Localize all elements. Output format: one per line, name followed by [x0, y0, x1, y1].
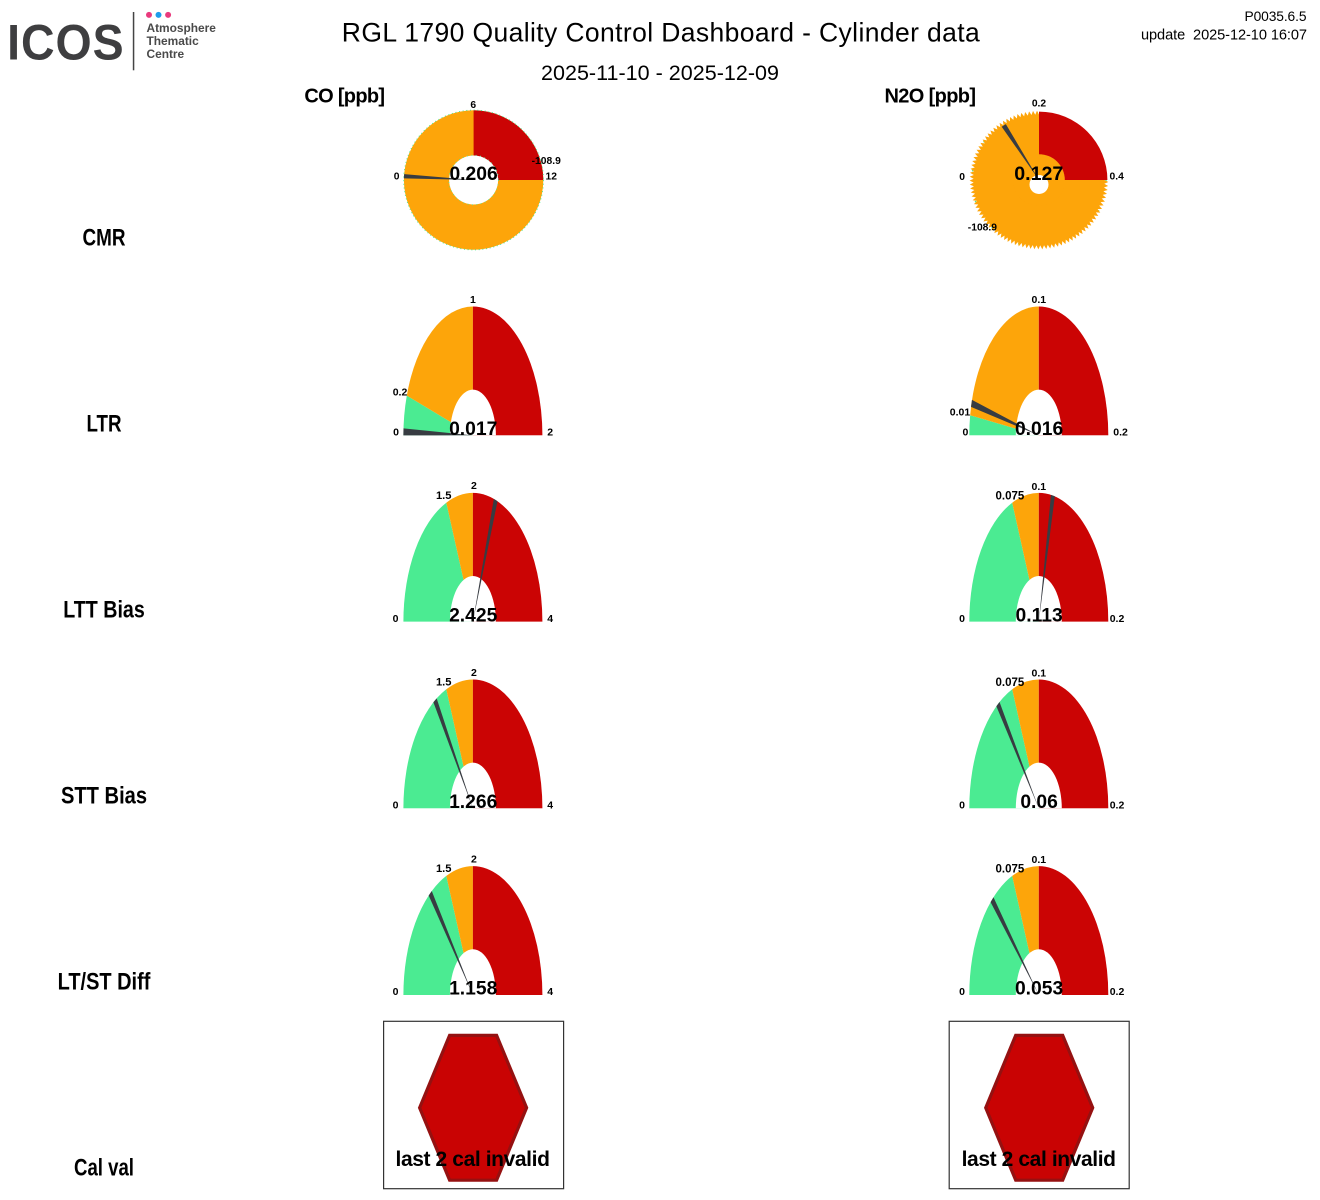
- svg-text:LTR: LTR: [86, 410, 121, 437]
- svg-text:2: 2: [547, 426, 553, 438]
- svg-text:CO [ppb]: CO [ppb]: [304, 86, 385, 108]
- svg-text:last 2 cal invalid: last 2 cal invalid: [396, 1148, 550, 1171]
- svg-text:0.2: 0.2: [1110, 986, 1125, 998]
- svg-text:P0035.6.5: P0035.6.5: [1245, 9, 1307, 24]
- svg-text:-108.9: -108.9: [968, 222, 997, 233]
- svg-text:ICOS: ICOS: [7, 15, 124, 71]
- svg-text:1.5: 1.5: [436, 863, 452, 875]
- svg-text:0: 0: [394, 171, 400, 182]
- svg-text:12: 12: [546, 171, 558, 182]
- svg-text:Thematic: Thematic: [147, 34, 200, 48]
- svg-text:2: 2: [471, 667, 477, 679]
- svg-text:0.075: 0.075: [996, 490, 1025, 502]
- svg-text:0.2: 0.2: [1032, 99, 1047, 110]
- svg-text:0: 0: [393, 426, 399, 438]
- svg-text:-108.9: -108.9: [532, 156, 561, 167]
- svg-text:0.017: 0.017: [449, 419, 497, 440]
- svg-text:0.1: 0.1: [1031, 294, 1046, 306]
- svg-text:0.113: 0.113: [1016, 605, 1063, 626]
- svg-text:0.2: 0.2: [1110, 613, 1125, 625]
- svg-text:6: 6: [470, 100, 476, 111]
- svg-text:0.016: 0.016: [1015, 419, 1064, 440]
- svg-text:STT Bias: STT Bias: [61, 782, 147, 809]
- svg-text:0: 0: [393, 613, 399, 625]
- svg-text:0.127: 0.127: [1014, 163, 1063, 185]
- svg-text:0.075: 0.075: [996, 677, 1025, 689]
- svg-text:0.2: 0.2: [1113, 426, 1128, 438]
- svg-text:0.4: 0.4: [1110, 172, 1125, 183]
- svg-text:CMR: CMR: [83, 223, 126, 251]
- svg-text:N2O [ppb]: N2O [ppb]: [885, 86, 977, 108]
- svg-text:0.2: 0.2: [393, 386, 408, 398]
- svg-text:0.206: 0.206: [449, 164, 498, 185]
- svg-text:0.075: 0.075: [996, 864, 1025, 876]
- svg-text:LT/ST Diff: LT/ST Diff: [58, 968, 151, 995]
- svg-text:1: 1: [470, 294, 476, 306]
- svg-text:1.5: 1.5: [436, 490, 452, 502]
- svg-text:2: 2: [471, 480, 477, 492]
- svg-text:RGL 1790 Quality Control Dashb: RGL 1790 Quality Control Dashboard - Cyl…: [342, 17, 980, 47]
- svg-text:0: 0: [959, 986, 965, 998]
- svg-text:0.01: 0.01: [950, 407, 971, 419]
- svg-text:last 2 cal invalid: last 2 cal invalid: [962, 1148, 1116, 1171]
- svg-text:0.053: 0.053: [1015, 979, 1064, 1000]
- svg-text:0: 0: [962, 426, 968, 438]
- svg-text:0.1: 0.1: [1031, 854, 1046, 866]
- svg-text:1.5: 1.5: [436, 677, 452, 689]
- svg-text:4: 4: [547, 613, 553, 625]
- svg-text:4: 4: [547, 986, 553, 998]
- svg-text:update 2025-12-10 16:07: update 2025-12-10 16:07: [1141, 28, 1307, 44]
- svg-text:0: 0: [393, 799, 399, 811]
- svg-text:0.1: 0.1: [1031, 667, 1046, 679]
- svg-text:Atmosphere: Atmosphere: [147, 21, 217, 35]
- svg-text:0: 0: [959, 613, 965, 625]
- svg-text:0: 0: [959, 172, 965, 183]
- svg-text:LTT Bias: LTT Bias: [63, 596, 144, 623]
- svg-text:0: 0: [959, 799, 965, 811]
- svg-text:Cal val: Cal val: [74, 1154, 134, 1181]
- svg-text:0.2: 0.2: [1110, 799, 1125, 811]
- svg-text:1.266: 1.266: [449, 792, 498, 813]
- svg-text:4: 4: [547, 799, 553, 811]
- svg-text:2025-11-10 - 2025-12-09: 2025-11-10 - 2025-12-09: [541, 61, 779, 85]
- svg-text:0.06: 0.06: [1020, 792, 1058, 813]
- svg-text:2.425: 2.425: [449, 605, 498, 626]
- svg-text:1.158: 1.158: [449, 979, 498, 1000]
- svg-text:2: 2: [471, 853, 477, 865]
- svg-text:0: 0: [393, 986, 399, 998]
- svg-text:Centre: Centre: [147, 47, 185, 61]
- svg-text:0.1: 0.1: [1031, 481, 1046, 493]
